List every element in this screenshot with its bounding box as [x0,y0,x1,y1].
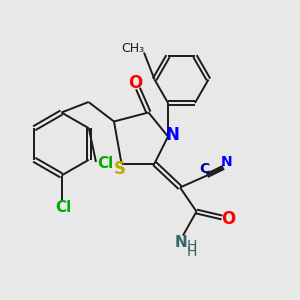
Text: N: N [221,155,232,169]
Text: N: N [166,126,179,144]
Text: N: N [175,235,188,250]
Text: C: C [199,162,209,176]
Text: H: H [187,245,197,259]
Text: Cl: Cl [97,156,113,171]
Text: O: O [128,74,142,92]
Text: S: S [114,160,126,178]
Text: O: O [221,210,236,228]
Text: Cl: Cl [55,200,71,215]
Text: CH₃: CH₃ [121,42,144,56]
Text: H: H [187,239,197,253]
